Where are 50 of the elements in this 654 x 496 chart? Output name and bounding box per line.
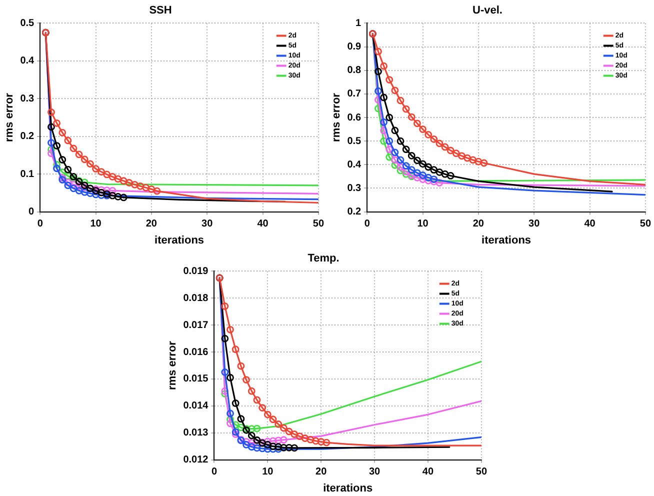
x-tick-label: 0 [37,218,44,230]
x-tick-label: 10 [417,218,429,230]
x-tick-label: 50 [312,218,324,230]
x-tick-label: 40 [584,218,596,230]
y-tick-label: 0.7 [347,88,362,100]
x-tick-label: 10 [90,218,102,230]
y-tick-label: 0 [28,206,35,218]
y-tick-label: 0.014 [183,400,209,412]
x-tick-label: 40 [422,466,434,478]
y-tick-label: 0.8 [347,65,362,76]
y-tick-label: 0.6 [347,112,362,124]
y-tick-label: 0.5 [20,18,35,29]
y-tick-label: 0.3 [20,93,35,104]
y-axis-title: rms error [330,92,343,142]
y-tick-label: 0.1 [20,168,35,180]
y-tick-label: 0.4 [20,56,35,67]
x-tick-label: 50 [640,218,652,230]
y-tick-label: 0.3 [347,182,362,194]
chart-title: Temp. [308,252,340,265]
y-tick-label: 0.2 [347,206,362,218]
y-tick-label: 0.013 [183,428,209,439]
x-tick-label: 40 [257,218,269,230]
x-tick-label: 30 [368,466,381,478]
chart-title: SSH [149,4,172,17]
x-tick-label: 50 [476,466,488,478]
y-tick-label: 0.018 [183,292,209,304]
x-tick-label: 0 [211,466,218,478]
y-tick-label: 0.017 [183,320,209,331]
y-tick-label: 0.4 [347,159,362,170]
chart-title: U-vel. [472,4,502,17]
x-tick-label: 30 [528,218,540,230]
y-tick-label: 0.015 [183,374,209,385]
y-tick-label: 1 [356,18,362,29]
x-axis-title: iterations [154,234,204,246]
y-tick-label: 0.012 [183,454,209,466]
y-tick-label: 0.019 [183,266,209,277]
y-tick-label: 0.9 [347,42,362,53]
x-tick-label: 20 [316,466,328,478]
x-axis-title: iterations [323,482,373,494]
x-tick-label: 30 [202,218,214,230]
x-tick-label: 20 [146,218,158,230]
x-tick-label: 20 [472,218,484,230]
y-tick-label: 0.2 [20,131,35,142]
y-tick-label: 0.5 [347,136,362,147]
x-tick-label: 10 [262,466,274,478]
y-axis-title: rms error [166,340,179,390]
y-tick-label: 0.016 [183,346,209,358]
x-tick-label: 0 [364,218,370,230]
x-axis-title: iterations [482,234,532,246]
y-axis-title: rms error [4,92,16,142]
